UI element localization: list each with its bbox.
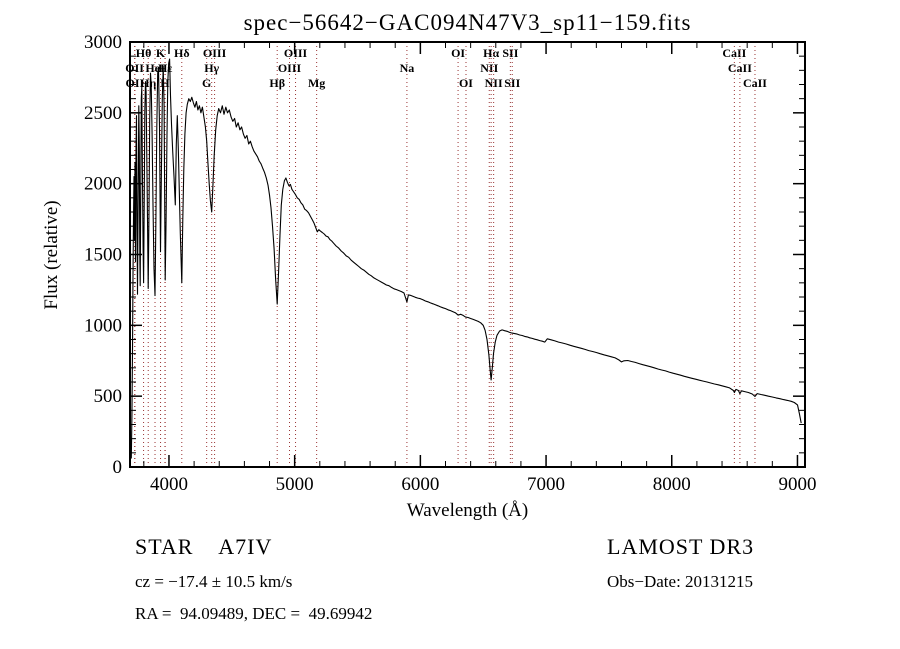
spectral-line-label: SII	[502, 46, 518, 60]
spectrum-trace	[130, 58, 802, 459]
spectral-line-label: Hβ	[269, 76, 285, 90]
x-tick-label: 7000	[527, 474, 565, 495]
spectral-line-label: OII	[125, 61, 144, 75]
spectral-line-label: OI	[459, 76, 473, 90]
spectral-line-label: OI	[451, 46, 465, 60]
y-tick-label: 2000	[84, 174, 122, 195]
spectral-line-label: G	[202, 76, 211, 90]
classification-text: STAR A7IV	[135, 534, 273, 559]
spectral-line-label: NII	[480, 61, 498, 75]
y-tick-label: 2500	[84, 103, 122, 124]
spectral-line-label: Hα	[483, 46, 499, 60]
x-tick-label: 4000	[150, 474, 188, 495]
spectral-line-label: K	[156, 46, 166, 60]
spectral-line-label: Hγ	[204, 61, 219, 75]
y-tick-label: 0	[113, 457, 123, 478]
y-tick-label: 1000	[84, 315, 122, 336]
x-tick-label: 6000	[401, 474, 439, 495]
plot-frame	[129, 41, 806, 468]
spectral-line-label: NII	[485, 76, 503, 90]
page-title: spec−56642−GAC094N47V3_sp11−159.fits	[243, 10, 692, 35]
spectral-line-label: CaII	[743, 76, 767, 90]
spectral-line-label: CaII	[722, 46, 746, 60]
spectral-line-label: Mg	[308, 76, 325, 90]
spectral-line-label: Na	[400, 61, 415, 75]
radec-text: RA = 94.09489, DEC = 49.69942	[135, 604, 373, 623]
obs-date-text: Obs−Date: 20131215	[607, 572, 754, 591]
spectral-line-label: Hθ	[136, 46, 152, 60]
y-tick-label: 3000	[84, 32, 122, 53]
y-axis-label: Flux (relative)	[41, 200, 62, 310]
spectral-line-label: CaII	[728, 61, 752, 75]
x-tick-label: 5000	[276, 474, 314, 495]
spectral-line-label: SII	[504, 76, 520, 90]
spectral-line-label: OIII	[284, 46, 308, 60]
cz-text: cz = −17.4 ± 10.5 km/s	[135, 572, 293, 591]
x-axis-label: Wavelength (Å)	[406, 500, 529, 521]
spectral-line-label: Hη	[140, 76, 156, 90]
survey-text: LAMOST DR3	[607, 534, 755, 559]
spectral-line-label: Hδ	[174, 46, 190, 60]
spectral-line-label: OIII	[203, 46, 227, 60]
spectral-line-label: OIII	[278, 61, 302, 75]
x-tick-label: 9000	[778, 474, 816, 495]
x-tick-label: 8000	[653, 474, 691, 495]
y-tick-label: 1500	[84, 245, 122, 266]
spectral-line-label: HeI	[145, 61, 165, 75]
y-tick-label: 500	[94, 386, 123, 407]
